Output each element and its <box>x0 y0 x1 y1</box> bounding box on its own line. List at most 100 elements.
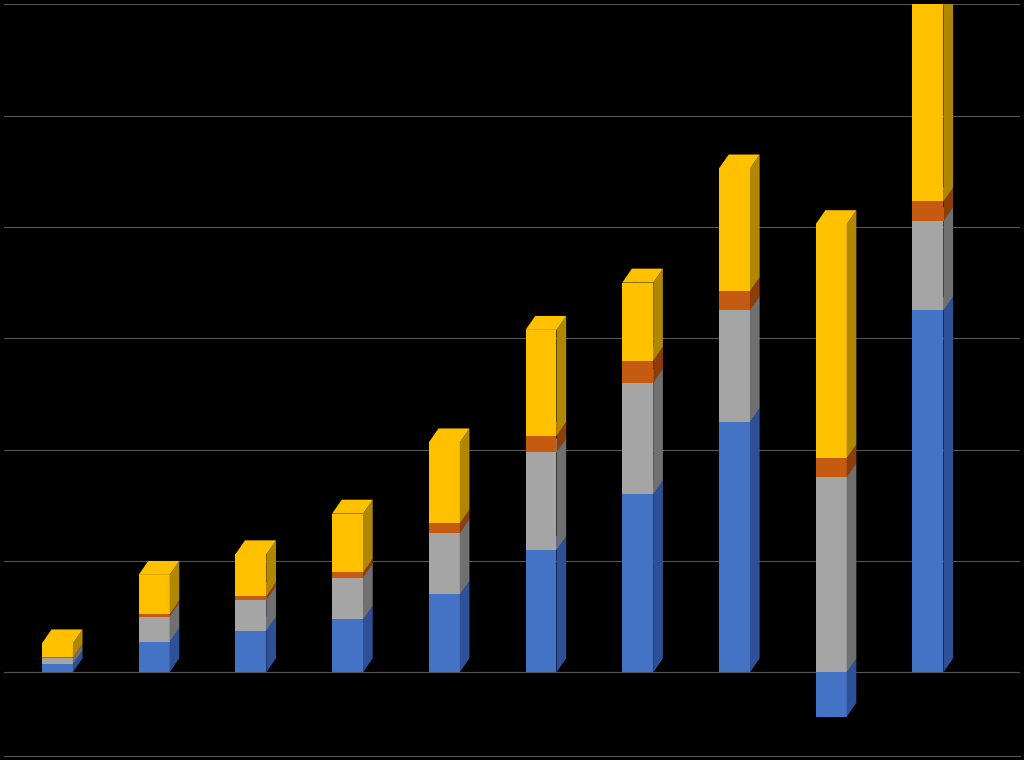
Polygon shape <box>525 330 556 435</box>
Polygon shape <box>719 291 750 310</box>
Polygon shape <box>138 600 179 614</box>
Polygon shape <box>429 509 469 523</box>
Polygon shape <box>73 644 83 658</box>
Polygon shape <box>816 464 856 477</box>
Polygon shape <box>429 519 469 533</box>
Polygon shape <box>912 201 943 221</box>
Polygon shape <box>525 536 566 549</box>
Polygon shape <box>750 408 760 673</box>
Polygon shape <box>460 429 469 523</box>
Polygon shape <box>236 540 276 554</box>
Polygon shape <box>912 296 953 310</box>
Polygon shape <box>73 650 83 673</box>
Polygon shape <box>623 369 663 383</box>
Polygon shape <box>429 429 469 442</box>
Polygon shape <box>332 558 373 572</box>
Polygon shape <box>236 600 266 631</box>
Polygon shape <box>266 540 276 596</box>
Polygon shape <box>943 0 953 201</box>
Polygon shape <box>847 444 856 477</box>
Polygon shape <box>332 500 373 514</box>
Polygon shape <box>42 644 83 657</box>
Polygon shape <box>556 316 566 435</box>
Polygon shape <box>236 582 276 596</box>
Polygon shape <box>847 658 856 717</box>
Polygon shape <box>236 586 276 600</box>
Polygon shape <box>816 211 856 224</box>
Polygon shape <box>364 606 373 673</box>
Polygon shape <box>653 347 663 383</box>
Polygon shape <box>138 616 170 641</box>
Polygon shape <box>623 347 663 360</box>
Polygon shape <box>266 616 276 673</box>
Polygon shape <box>332 572 364 578</box>
Polygon shape <box>943 188 953 221</box>
Polygon shape <box>623 283 653 360</box>
Polygon shape <box>912 207 953 221</box>
Polygon shape <box>73 644 83 664</box>
Polygon shape <box>525 435 556 452</box>
Polygon shape <box>170 561 179 614</box>
Polygon shape <box>912 0 943 201</box>
Polygon shape <box>816 477 847 673</box>
Polygon shape <box>42 650 83 664</box>
Polygon shape <box>623 268 663 283</box>
Polygon shape <box>42 644 83 658</box>
Polygon shape <box>170 603 179 641</box>
Polygon shape <box>73 629 83 657</box>
Polygon shape <box>236 554 266 596</box>
Polygon shape <box>236 631 266 673</box>
Polygon shape <box>525 422 566 435</box>
Polygon shape <box>556 536 566 673</box>
Polygon shape <box>332 514 364 572</box>
Polygon shape <box>816 673 847 717</box>
Polygon shape <box>525 316 566 330</box>
Polygon shape <box>138 561 179 575</box>
Polygon shape <box>623 480 663 494</box>
Polygon shape <box>429 523 460 533</box>
Polygon shape <box>719 277 760 291</box>
Polygon shape <box>429 533 460 594</box>
Polygon shape <box>266 582 276 600</box>
Polygon shape <box>42 664 73 673</box>
Polygon shape <box>170 628 179 673</box>
Polygon shape <box>719 169 750 291</box>
Polygon shape <box>719 154 760 169</box>
Polygon shape <box>138 641 170 673</box>
Polygon shape <box>943 207 953 310</box>
Polygon shape <box>816 458 847 477</box>
Polygon shape <box>42 644 73 657</box>
Polygon shape <box>816 444 856 458</box>
Polygon shape <box>623 360 653 383</box>
Polygon shape <box>42 657 73 658</box>
Polygon shape <box>623 383 653 494</box>
Polygon shape <box>943 296 953 673</box>
Polygon shape <box>460 509 469 533</box>
Polygon shape <box>42 629 83 644</box>
Polygon shape <box>653 369 663 494</box>
Polygon shape <box>236 596 266 600</box>
Polygon shape <box>138 614 170 616</box>
Polygon shape <box>525 452 556 549</box>
Polygon shape <box>266 586 276 631</box>
Polygon shape <box>170 600 179 616</box>
Polygon shape <box>719 296 760 310</box>
Polygon shape <box>719 408 760 422</box>
Polygon shape <box>525 439 566 452</box>
Polygon shape <box>750 277 760 310</box>
Polygon shape <box>364 564 373 619</box>
Polygon shape <box>138 575 170 614</box>
Polygon shape <box>847 464 856 673</box>
Polygon shape <box>623 494 653 673</box>
Polygon shape <box>912 188 953 201</box>
Polygon shape <box>719 422 750 673</box>
Polygon shape <box>847 211 856 458</box>
Polygon shape <box>912 221 943 310</box>
Polygon shape <box>816 224 847 458</box>
Polygon shape <box>556 422 566 452</box>
Polygon shape <box>364 500 373 572</box>
Polygon shape <box>460 581 469 673</box>
Polygon shape <box>429 594 460 673</box>
Polygon shape <box>719 310 750 422</box>
Polygon shape <box>332 578 364 619</box>
